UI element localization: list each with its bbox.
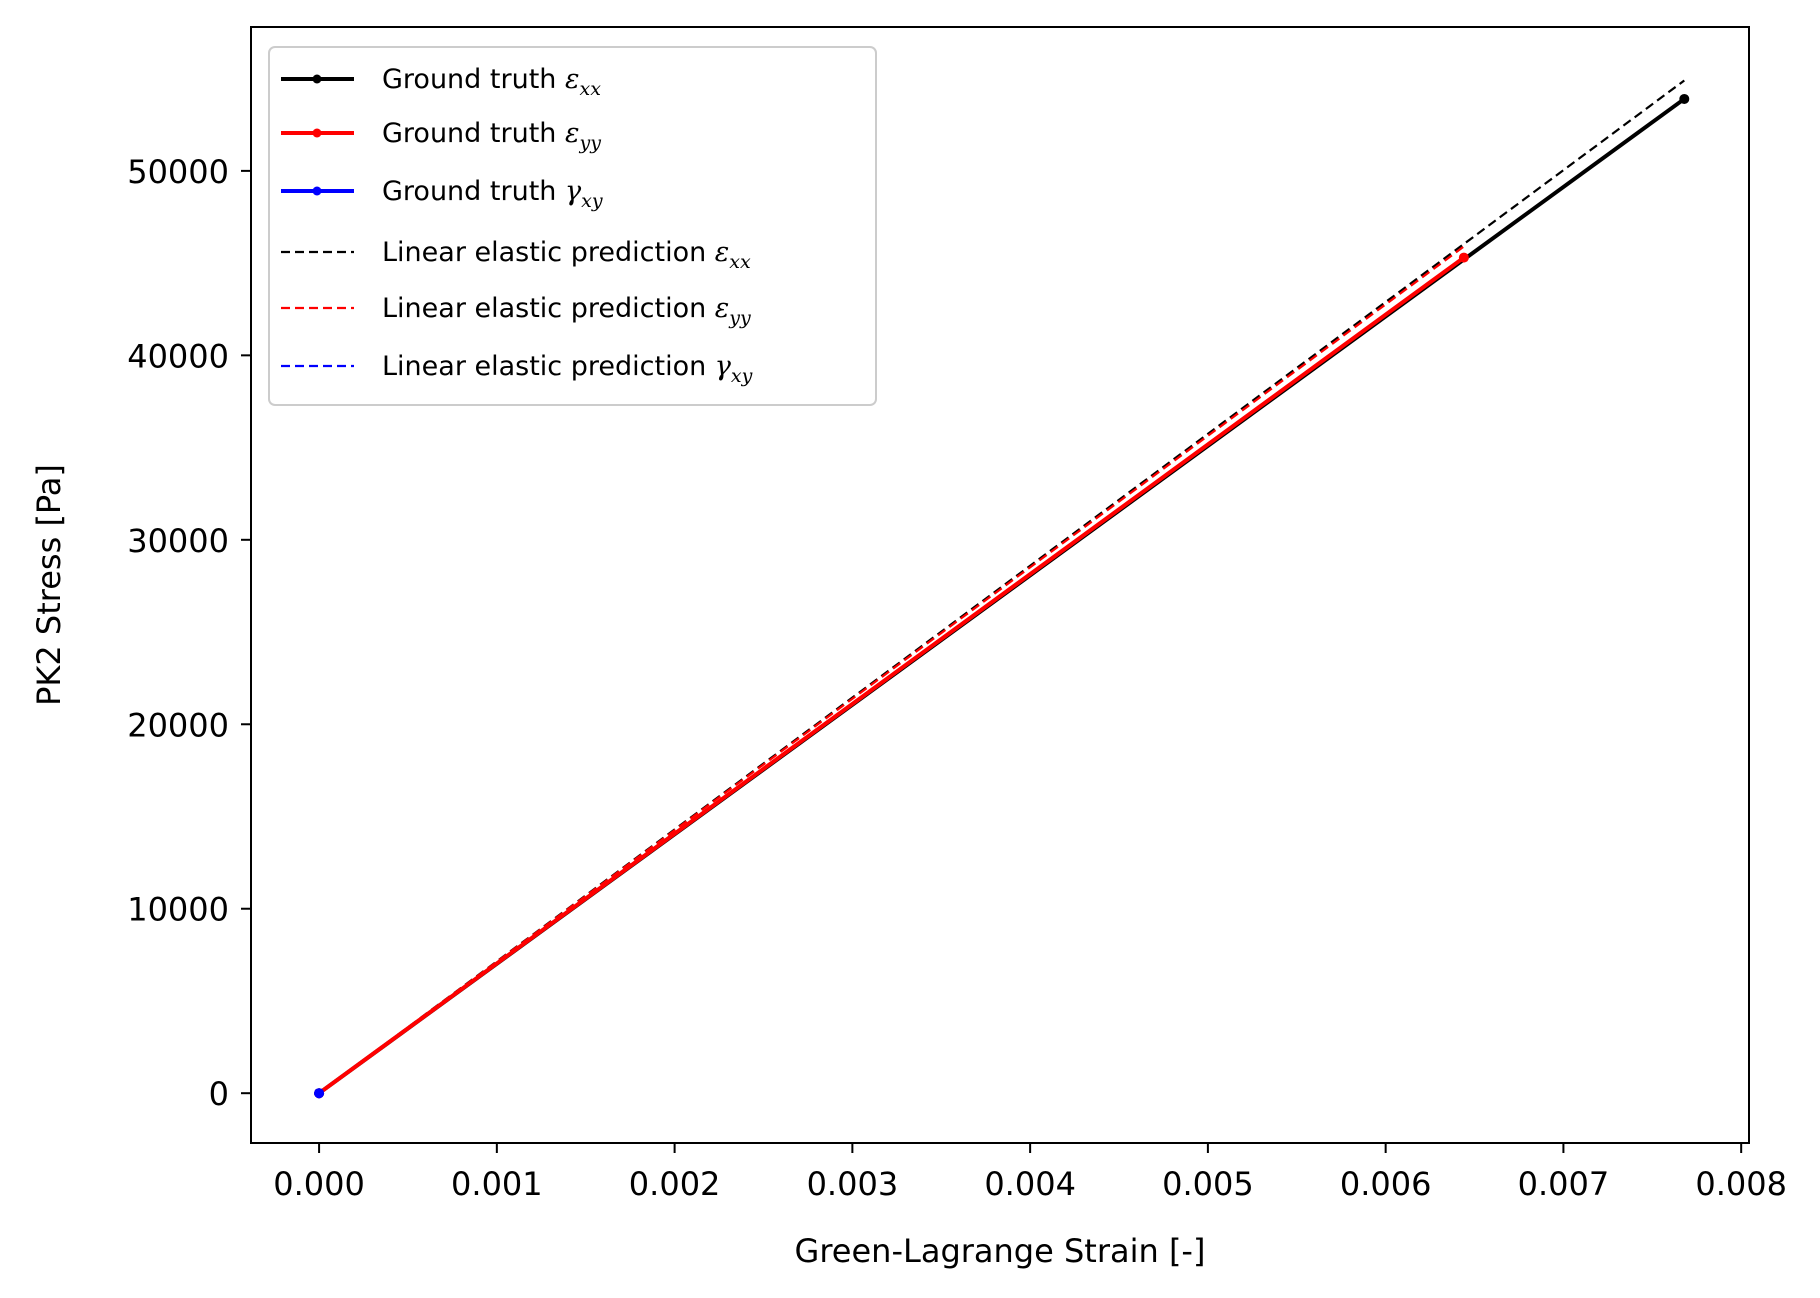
x-tick-label: 0.000 [273, 1165, 365, 1203]
legend-label: Ground truth εxx [382, 64, 601, 100]
legend-label: Linear elastic prediction εxx [382, 237, 751, 273]
y-tick-label: 10000 [127, 891, 229, 929]
plot-frame [250, 26, 1750, 1144]
legend-marker [312, 128, 322, 138]
legend-label: Linear elastic prediction εyy [382, 293, 751, 329]
x-tick-label: 0.005 [1162, 1165, 1254, 1203]
y-tick-label: 50000 [127, 153, 229, 191]
y-axis-label: PK2 Stress [Pa] [30, 464, 68, 706]
y-tick-label: 30000 [127, 522, 229, 560]
y-tick-label: 40000 [127, 337, 229, 375]
y-axis-ticks: 0 10000 20000 30000 40000 50000 [127, 153, 251, 1113]
x-tick-label: 0.007 [1518, 1165, 1610, 1203]
legend-label: Ground truth γxy [382, 176, 603, 212]
plot-lines [314, 79, 1690, 1099]
legend: Ground truth εxx Ground truth εyy Ground t… [268, 46, 877, 406]
x-tick-label: 0.004 [984, 1165, 1076, 1203]
legend-label: Linear elastic prediction γxy [382, 351, 753, 387]
x-axis-label: Green-Lagrange Strain [-] [795, 1232, 1206, 1270]
x-tick-label: 0.002 [629, 1165, 721, 1203]
y-tick-label: 0 [209, 1075, 229, 1113]
legend-label: Ground truth εyy [382, 118, 601, 154]
x-tick-label: 0.003 [807, 1165, 899, 1203]
y-tick-label: 20000 [127, 706, 229, 744]
series-line-ground-truth-yy [317, 255, 1466, 1095]
legend-marker [312, 74, 322, 84]
data-point-ground-truth-xy [314, 1088, 325, 1099]
x-tick-label: 0.006 [1340, 1165, 1432, 1203]
data-point-ground-truth-xx [1679, 93, 1690, 104]
x-axis-ticks: 0.000 0.001 0.002 0.003 0.004 0.005 0.006 0.007… [273, 1143, 1787, 1203]
legend-box [268, 46, 877, 406]
x-tick-label: 0.001 [451, 1165, 543, 1203]
data-point-ground-truth-yy [1458, 252, 1469, 263]
x-tick-label: 0.008 [1695, 1165, 1787, 1203]
legend-marker [312, 186, 322, 196]
